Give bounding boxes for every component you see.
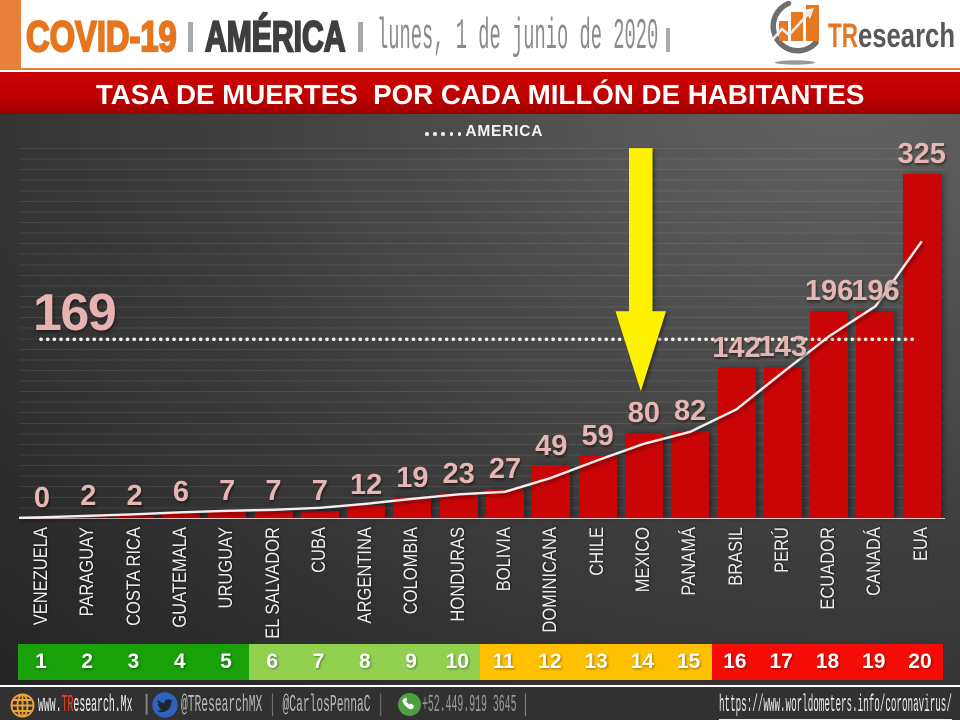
svg-text:esearch: esearch [858,17,955,55]
svg-text:TR: TR [828,17,858,55]
